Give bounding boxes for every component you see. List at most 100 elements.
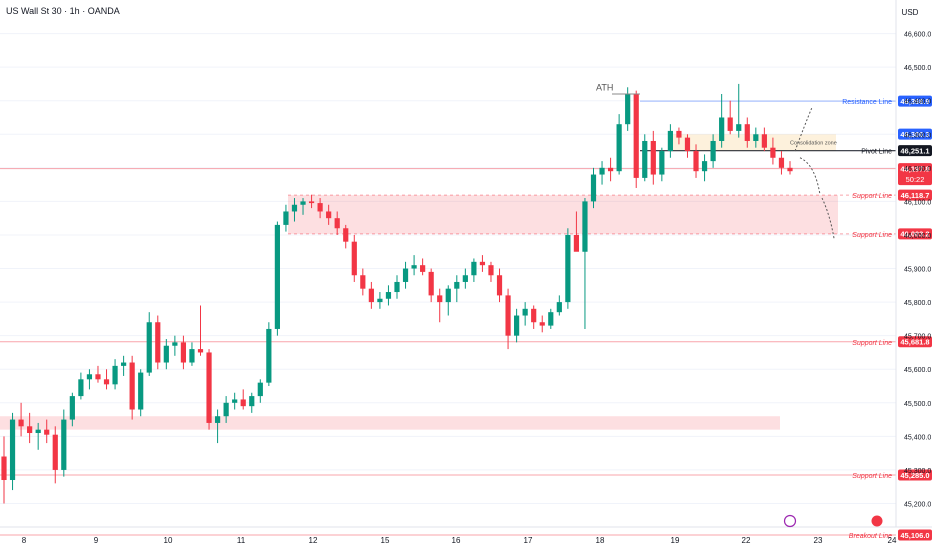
candles [1, 83, 793, 504]
y-tick-label: 45,700.0 [904, 334, 931, 341]
y-tick-label: 45,200.0 [904, 502, 931, 509]
candle-body [479, 261, 486, 266]
currency-label: USD [902, 8, 919, 17]
candle-body [736, 124, 742, 131]
candle-body [129, 362, 135, 410]
candle-body [35, 429, 41, 434]
candle-body [548, 312, 554, 326]
candle-body [556, 302, 562, 313]
last-price-badge [898, 163, 932, 186]
projection-down [799, 157, 821, 195]
candle-body [505, 295, 511, 336]
level-lines: Resistance Line Pivot Line Support Line Sup… [0, 99, 896, 540]
support-1-price-badge [898, 189, 932, 201]
pivot-price-label: 46,251.1 [900, 146, 929, 155]
candle-body [539, 322, 545, 326]
x-tick-label: 24 [888, 536, 897, 545]
y-tick-label: 46,500.0 [904, 65, 931, 72]
candle-body [138, 372, 144, 410]
candle-body [112, 365, 118, 385]
candle-body [488, 265, 494, 276]
y-tick-label: 46,300.0 [904, 132, 931, 139]
x-tick-label: 19 [671, 536, 680, 545]
candle-body [590, 174, 597, 202]
candle-body [616, 124, 622, 172]
x-tick-label: 18 [596, 536, 605, 545]
candle-body [52, 434, 58, 470]
x-tick-label: 16 [452, 536, 461, 545]
x-tick-label: 23 [814, 536, 823, 545]
y-tick-label: 46,600.0 [904, 32, 931, 39]
candle-body [625, 93, 631, 125]
candle-body [787, 167, 793, 172]
y-tick-label: 45,300.0 [904, 468, 931, 475]
candle-body [770, 147, 776, 158]
ath-label: ATH [596, 83, 613, 93]
resistance-price-badge [898, 95, 932, 107]
breakout-price-badge [898, 529, 932, 541]
candle-body [778, 157, 785, 168]
candle-body [522, 308, 528, 316]
candle-body [642, 140, 648, 178]
candle-body [257, 382, 263, 397]
candle-body [44, 429, 50, 435]
candle-body [676, 130, 682, 138]
candle-body [9, 419, 16, 481]
candle-body [351, 241, 357, 276]
upper-price-label: 46,300.3 [900, 130, 929, 139]
consolidation-zone-label: Consolidation zone [790, 141, 837, 147]
candle-body [86, 374, 93, 380]
candle-body [180, 342, 187, 363]
grid [0, 33, 896, 505]
candle-body [710, 140, 716, 162]
candle-body [61, 419, 67, 470]
breakout-price-label: 45,106.0 [900, 531, 929, 540]
candle-body [420, 265, 426, 272]
event-icon [783, 514, 797, 528]
candle-body [402, 268, 409, 282]
candle-body [684, 137, 691, 152]
x-tick-label: 15 [381, 536, 390, 545]
candle-body [411, 265, 417, 269]
candle-body [650, 140, 656, 175]
candle-body [249, 396, 255, 407]
candle-body [428, 271, 434, 296]
breakout-line-text: Breakout Line [849, 533, 892, 540]
support-4-price-label: 45,285.0 [900, 471, 929, 480]
annotations: ATH Consolidation zone [596, 83, 837, 239]
last-price-label: 46,197.8 [900, 164, 929, 173]
candle-body [223, 402, 229, 417]
upper-price-badge [898, 128, 932, 140]
candle-body [573, 234, 580, 252]
x-tick-label: 22 [742, 536, 751, 545]
candle-body [659, 151, 665, 175]
projection-up [794, 107, 813, 152]
zones [0, 134, 838, 430]
price-axis: 46,398.9 46,300.3 46,251.1 46,197.8 50:22 46,… [895, 0, 932, 541]
last-countdown: 50:22 [906, 175, 925, 184]
support-3-line-text: Support Line [852, 340, 892, 347]
candle-body [360, 275, 366, 289]
candle-body [163, 345, 169, 363]
y-tick-label: 45,800.0 [904, 300, 931, 307]
candle-body [155, 322, 161, 363]
candle-body [27, 426, 33, 434]
pivot-line-text: Pivot Line [861, 149, 892, 156]
candle-body [437, 295, 443, 303]
candle-body [317, 203, 323, 212]
support-1-line-text: Support Line [852, 193, 892, 200]
candle-body [496, 275, 503, 296]
support-3-price-label: 45,681.8 [900, 338, 929, 347]
candle-body [121, 362, 127, 366]
y-tick-label: 45,400.0 [904, 434, 931, 441]
candle-body [1, 456, 7, 481]
candle-body [18, 419, 24, 427]
candle-body [232, 399, 238, 403]
x-tick-label: 11 [237, 536, 246, 545]
candle-body [445, 288, 451, 303]
y-tick-label: 46,000.0 [904, 233, 931, 240]
candle-body [214, 416, 221, 423]
x-tick-label: 9 [94, 536, 99, 545]
y-tick-label: 46,400.0 [904, 99, 931, 106]
